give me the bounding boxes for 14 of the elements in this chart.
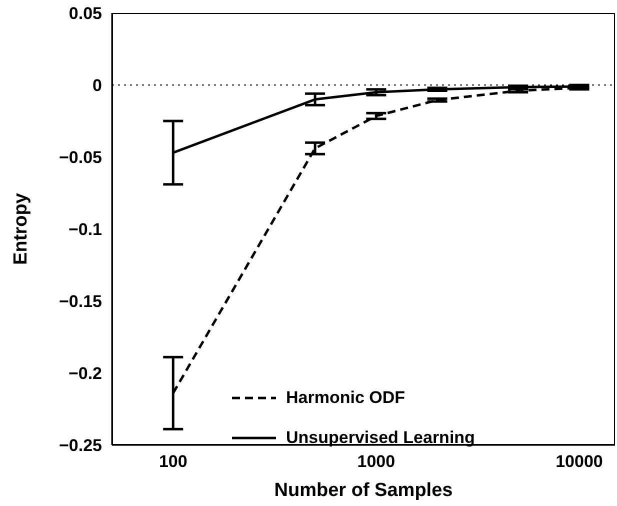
y-tick-label: −0.1 (68, 220, 102, 240)
x-tick-label: 10000 (556, 452, 603, 472)
legend-label: Harmonic ODF (286, 388, 406, 408)
x-tick-label: 100 (158, 452, 188, 472)
y-tick-label: −0.2 (68, 364, 102, 384)
y-tick-label: −0.25 (58, 436, 102, 456)
y-axis-title: Entropy (10, 192, 32, 265)
legend-label: Unsupervised Learning (286, 428, 475, 448)
y-tick-label: −0.15 (58, 292, 102, 312)
x-tick-label: 1000 (357, 452, 396, 472)
x-axis-title: Number of Samples (274, 480, 453, 501)
y-tick-label: 0 (92, 76, 102, 96)
y-tick-label: 0.05 (68, 4, 102, 24)
y-tick-label: −0.05 (58, 148, 102, 168)
